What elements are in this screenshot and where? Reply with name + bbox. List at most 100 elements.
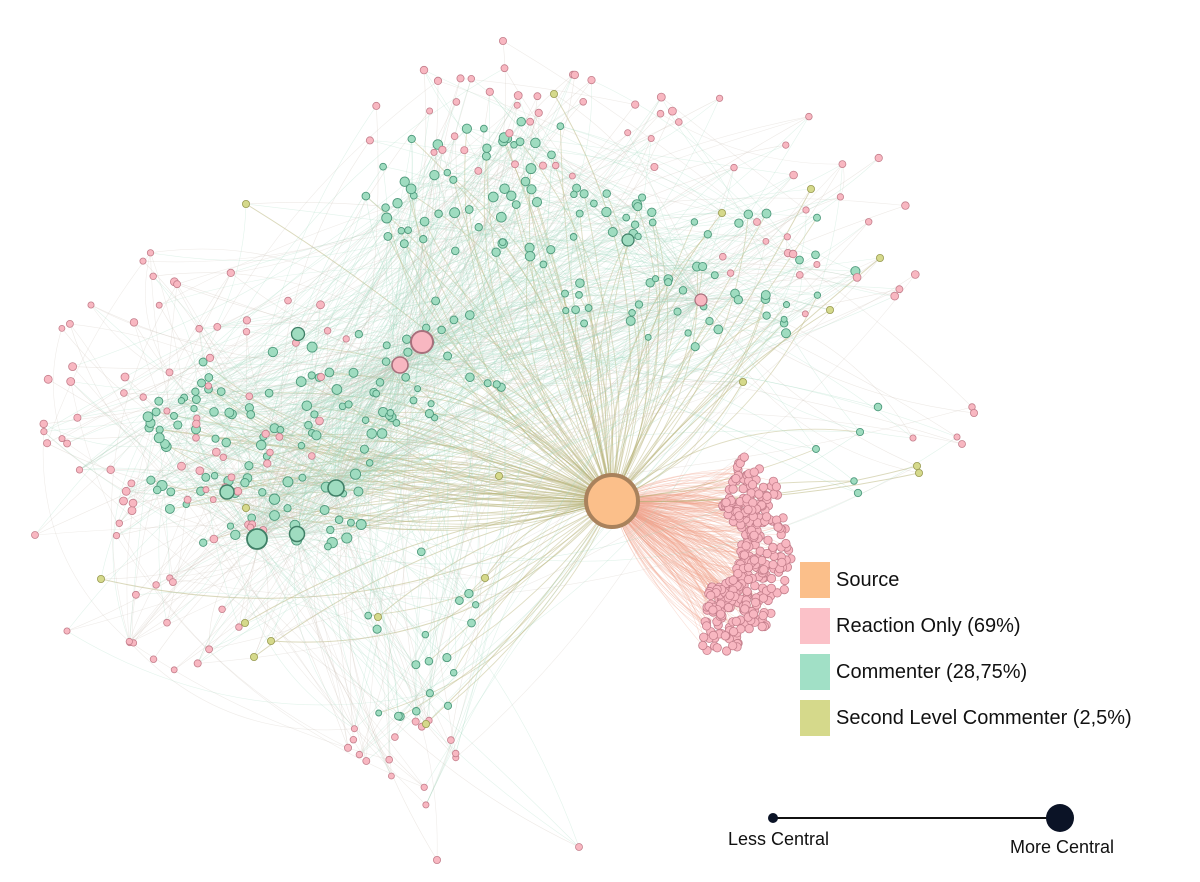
commenter-node bbox=[811, 250, 820, 260]
source-comment-edge bbox=[404, 181, 613, 502]
mesh-edge bbox=[197, 529, 331, 664]
commenter-node bbox=[546, 245, 556, 255]
mesh-edge bbox=[415, 149, 476, 722]
hub-edge bbox=[256, 538, 401, 717]
mesh-edge bbox=[399, 307, 589, 717]
reaction-node bbox=[708, 630, 719, 641]
mesh-edge bbox=[166, 404, 349, 431]
commenter-node bbox=[634, 232, 642, 241]
legend-item-reaction-only: Reaction Only (69%) bbox=[800, 606, 1190, 652]
hub-edge bbox=[399, 270, 731, 366]
mesh-edge bbox=[132, 594, 137, 643]
source-comment-edge bbox=[413, 195, 613, 502]
mesh-edge bbox=[361, 436, 958, 562]
hub-edge bbox=[421, 278, 669, 343]
mesh-edge bbox=[249, 197, 643, 408]
source-comment-edge bbox=[611, 293, 736, 502]
mesh-edge bbox=[126, 384, 497, 498]
reaction-node bbox=[674, 118, 683, 126]
commenter-node bbox=[547, 150, 556, 160]
mesh-edge bbox=[159, 264, 544, 439]
mesh-edge bbox=[159, 268, 580, 306]
hub-edge bbox=[335, 79, 592, 489]
hub-edge bbox=[256, 110, 430, 540]
mesh-edge bbox=[475, 213, 580, 605]
hub-edge bbox=[246, 331, 337, 489]
reaction-node bbox=[227, 473, 236, 482]
hub-edge bbox=[399, 174, 794, 366]
hub-edge bbox=[529, 121, 702, 301]
reaction-node bbox=[758, 482, 769, 492]
reaction-node bbox=[163, 407, 171, 415]
mesh-edge bbox=[314, 193, 585, 415]
hub-edge bbox=[256, 188, 412, 540]
mesh-edge bbox=[143, 396, 367, 762]
mesh-edge bbox=[387, 236, 744, 383]
hub-edge bbox=[256, 462, 370, 540]
source-comment-edge bbox=[441, 329, 613, 502]
reaction-node bbox=[498, 37, 507, 46]
mesh-edge bbox=[196, 417, 247, 509]
mesh-edge bbox=[186, 430, 861, 505]
mesh-edge bbox=[424, 221, 703, 267]
mesh-edge bbox=[111, 284, 178, 643]
reaction-node bbox=[245, 392, 254, 401]
reaction-node bbox=[836, 193, 845, 201]
mesh-edge bbox=[245, 203, 818, 296]
mesh-edge bbox=[543, 264, 719, 330]
hub-edge bbox=[176, 283, 423, 343]
commenter-node bbox=[173, 420, 183, 430]
hub-edge bbox=[110, 469, 337, 489]
hub-edge bbox=[142, 260, 258, 540]
mesh-edge bbox=[169, 221, 758, 579]
commenter-node bbox=[199, 538, 208, 547]
hub-edge bbox=[296, 213, 767, 535]
source-comment-edge bbox=[360, 483, 613, 525]
mesh-edge bbox=[460, 78, 636, 105]
reaction-node bbox=[192, 433, 200, 442]
hub-edge bbox=[172, 533, 298, 583]
reaction-node bbox=[430, 148, 438, 156]
commenter-node bbox=[795, 255, 804, 265]
hub-edge bbox=[245, 320, 258, 540]
mesh-edge bbox=[158, 203, 247, 402]
source-comment-edge bbox=[226, 442, 613, 502]
commenter-node bbox=[690, 218, 699, 226]
hub-edge bbox=[535, 142, 702, 301]
commenter-node bbox=[590, 199, 598, 208]
reaction-node bbox=[432, 856, 441, 865]
commenter-node bbox=[210, 471, 219, 480]
hub-edge bbox=[142, 396, 337, 489]
hub-edge bbox=[296, 125, 561, 535]
reaction-node bbox=[757, 621, 767, 632]
commenter-node bbox=[295, 376, 307, 387]
source-comment-edge bbox=[266, 441, 613, 502]
second-level-node bbox=[241, 199, 250, 208]
hub-edge bbox=[335, 487, 426, 635]
reaction-node bbox=[139, 393, 147, 401]
mesh-edge bbox=[263, 436, 362, 525]
mesh-edge bbox=[319, 311, 710, 378]
hub-edge bbox=[335, 487, 476, 605]
source-second-edge bbox=[611, 257, 881, 502]
hub-edge bbox=[335, 156, 487, 489]
mesh-edge bbox=[199, 243, 503, 329]
commenter-node bbox=[495, 211, 507, 223]
hub-edge bbox=[296, 195, 512, 535]
mesh-edge bbox=[245, 196, 367, 509]
commenter-node bbox=[498, 238, 507, 247]
reaction-node bbox=[323, 327, 332, 335]
mesh-edge bbox=[208, 272, 731, 650]
commenter-node bbox=[850, 477, 858, 485]
hub-edge bbox=[399, 354, 855, 482]
commenter-node bbox=[331, 384, 343, 395]
commenter-node bbox=[556, 122, 565, 131]
reaction-node bbox=[219, 453, 227, 461]
mesh-edge bbox=[501, 217, 859, 494]
commenter-node bbox=[449, 175, 458, 184]
mesh-edge bbox=[367, 195, 420, 616]
reaction-node bbox=[874, 153, 883, 163]
mesh-edge bbox=[756, 221, 831, 311]
hub-edge bbox=[153, 487, 337, 660]
